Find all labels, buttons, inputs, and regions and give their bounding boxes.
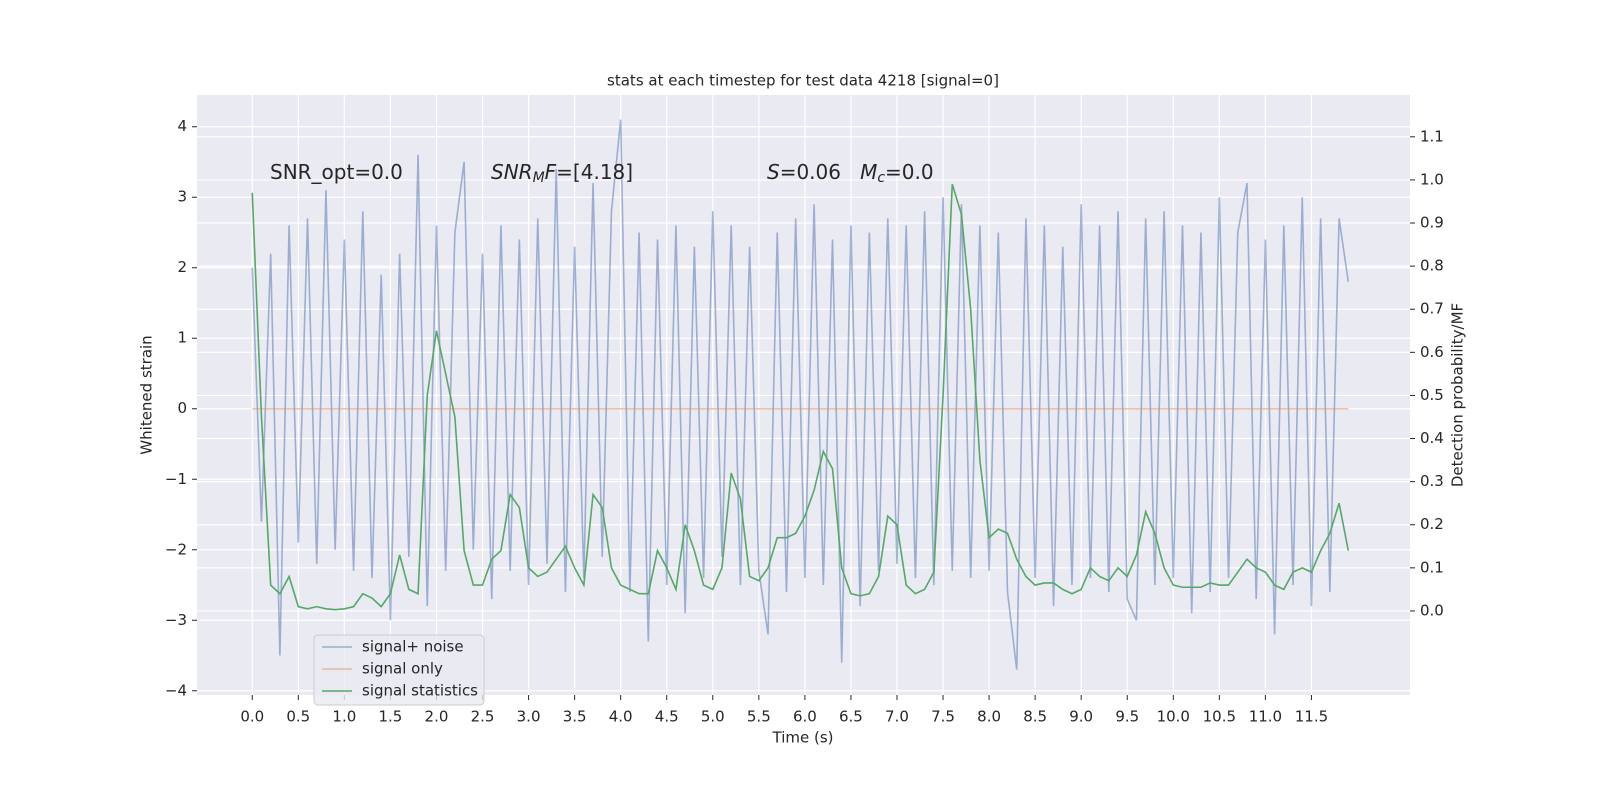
x-tick-label: 5.0 bbox=[701, 708, 725, 726]
y2-tick-label: 0.7 bbox=[1420, 300, 1444, 318]
legend-label: signal only bbox=[362, 660, 443, 678]
x-tick-label: 0.0 bbox=[240, 708, 264, 726]
x-axis-label: Time (s) bbox=[772, 729, 834, 747]
x-tick-label: 9.0 bbox=[1069, 708, 1093, 726]
x-tick-label: 7.5 bbox=[931, 708, 955, 726]
annotation-part: SNR bbox=[491, 160, 533, 184]
y-tick-label: −3 bbox=[165, 611, 187, 629]
x-tick-label: 9.5 bbox=[1115, 708, 1139, 726]
y-tick-label: 3 bbox=[177, 188, 187, 206]
legend-label: signal+ noise bbox=[362, 638, 464, 656]
x-tick-label: 4.0 bbox=[609, 708, 633, 726]
annotation-part: M bbox=[860, 160, 877, 184]
x-tick-label: 0.5 bbox=[286, 708, 310, 726]
x-tick-label: 11.5 bbox=[1295, 708, 1328, 726]
y2-tick-label: 1.0 bbox=[1420, 170, 1444, 188]
annotation: SNRMF=[4.18] bbox=[491, 160, 633, 187]
x-tick-label: 8.5 bbox=[1023, 708, 1047, 726]
x-tick-label: 3.0 bbox=[517, 708, 541, 726]
y2-tick-label: 0.6 bbox=[1420, 343, 1444, 361]
x-tick-label: 5.5 bbox=[747, 708, 771, 726]
y2-tick-label: 0.9 bbox=[1420, 214, 1444, 232]
annotation-part: =0.0 bbox=[885, 160, 934, 184]
y2-tick-label: 0.5 bbox=[1420, 386, 1444, 404]
annotation: S=0.06 Mc=0.0 bbox=[767, 160, 934, 187]
x-tick-label: 2.0 bbox=[425, 708, 449, 726]
y-tick-label: −4 bbox=[165, 681, 187, 699]
x-tick-label: 3.5 bbox=[563, 708, 587, 726]
x-tick-label: 1.0 bbox=[332, 708, 356, 726]
x-tick-label: 7.0 bbox=[885, 708, 909, 726]
x-tick-label: 10.0 bbox=[1157, 708, 1190, 726]
legend-box bbox=[313, 634, 485, 706]
annotation-part: SNR_opt=0.0 bbox=[270, 160, 403, 184]
y-axis-label: Whitened strain bbox=[138, 335, 156, 454]
y-tick-label: 1 bbox=[177, 329, 187, 347]
x-tick-label: 10.5 bbox=[1203, 708, 1236, 726]
x-tick-label: 6.0 bbox=[793, 708, 817, 726]
x-tick-label: 4.5 bbox=[655, 708, 679, 726]
y-tick-label: 4 bbox=[177, 117, 187, 135]
x-tick-label: 11.0 bbox=[1249, 708, 1282, 726]
legend: signal+ noise signal only signal statistic… bbox=[313, 634, 485, 706]
annotation-part: S bbox=[767, 160, 780, 184]
y-tick-label: −2 bbox=[165, 540, 187, 558]
x-tick-label: 8.0 bbox=[977, 708, 1001, 726]
y2-tick-label: 0.8 bbox=[1420, 257, 1444, 275]
chart-title: stats at each timestep for test data 421… bbox=[607, 72, 999, 90]
x-tick-label: 6.5 bbox=[839, 708, 863, 726]
annotation-part: =[4.18] bbox=[556, 160, 633, 184]
y2-tick-label: 0.4 bbox=[1420, 429, 1444, 447]
y2-tick-label: 0.2 bbox=[1420, 515, 1444, 533]
y2-tick-label: 0.0 bbox=[1420, 601, 1444, 619]
series-line bbox=[251, 119, 1350, 670]
legend-label: signal statistics bbox=[362, 682, 478, 700]
annotation-part: M bbox=[533, 170, 545, 186]
annotation-part: c bbox=[877, 170, 885, 186]
annotation-part: F bbox=[545, 160, 557, 184]
annotation: SNR_opt=0.0 bbox=[270, 160, 403, 184]
annotation-part: =0.06 bbox=[780, 160, 860, 184]
y2-tick-label: 1.1 bbox=[1420, 127, 1444, 145]
y-tick-label: −1 bbox=[165, 470, 187, 488]
y-tick-label: 2 bbox=[177, 258, 187, 276]
x-tick-label: 1.5 bbox=[378, 708, 402, 726]
y2-tick-label: 0.3 bbox=[1420, 472, 1444, 490]
series-line bbox=[251, 183, 1350, 611]
y-tick-label: 0 bbox=[177, 399, 187, 417]
x-tick-label: 2.5 bbox=[471, 708, 495, 726]
y2-axis-label: Detection probability/MF bbox=[1449, 303, 1467, 487]
y2-tick-label: 0.1 bbox=[1420, 558, 1444, 576]
